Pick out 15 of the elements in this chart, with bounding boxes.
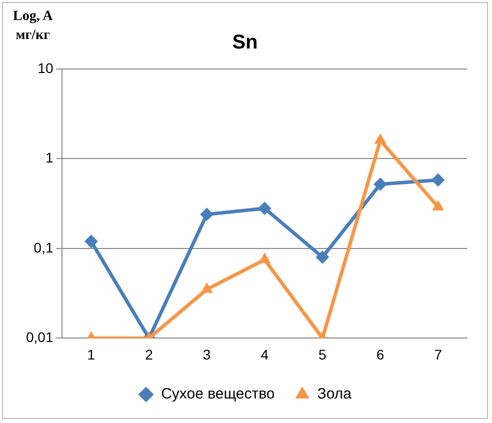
x-tick-label: 1 [87,346,96,362]
x-tick-label: 2 [145,346,154,362]
y-axis-title: Log, A мг/кг [13,8,53,45]
legend-label: Зола [317,386,352,403]
y-tick-label: 10 [38,60,54,76]
x-tick-label: 7 [434,346,442,362]
chart-title: Sn [232,32,258,54]
x-tick-label: 4 [260,346,269,362]
x-tick-label: 5 [318,346,327,362]
legend-label: Сухое вещество [161,386,275,403]
y-tick-label: 1 [45,150,54,166]
y-tick-label: 0,01 [26,329,54,346]
x-tick-label: 3 [202,346,211,362]
x-tick-label: 6 [376,346,384,362]
y-tick-label: 0,1 [34,239,54,256]
